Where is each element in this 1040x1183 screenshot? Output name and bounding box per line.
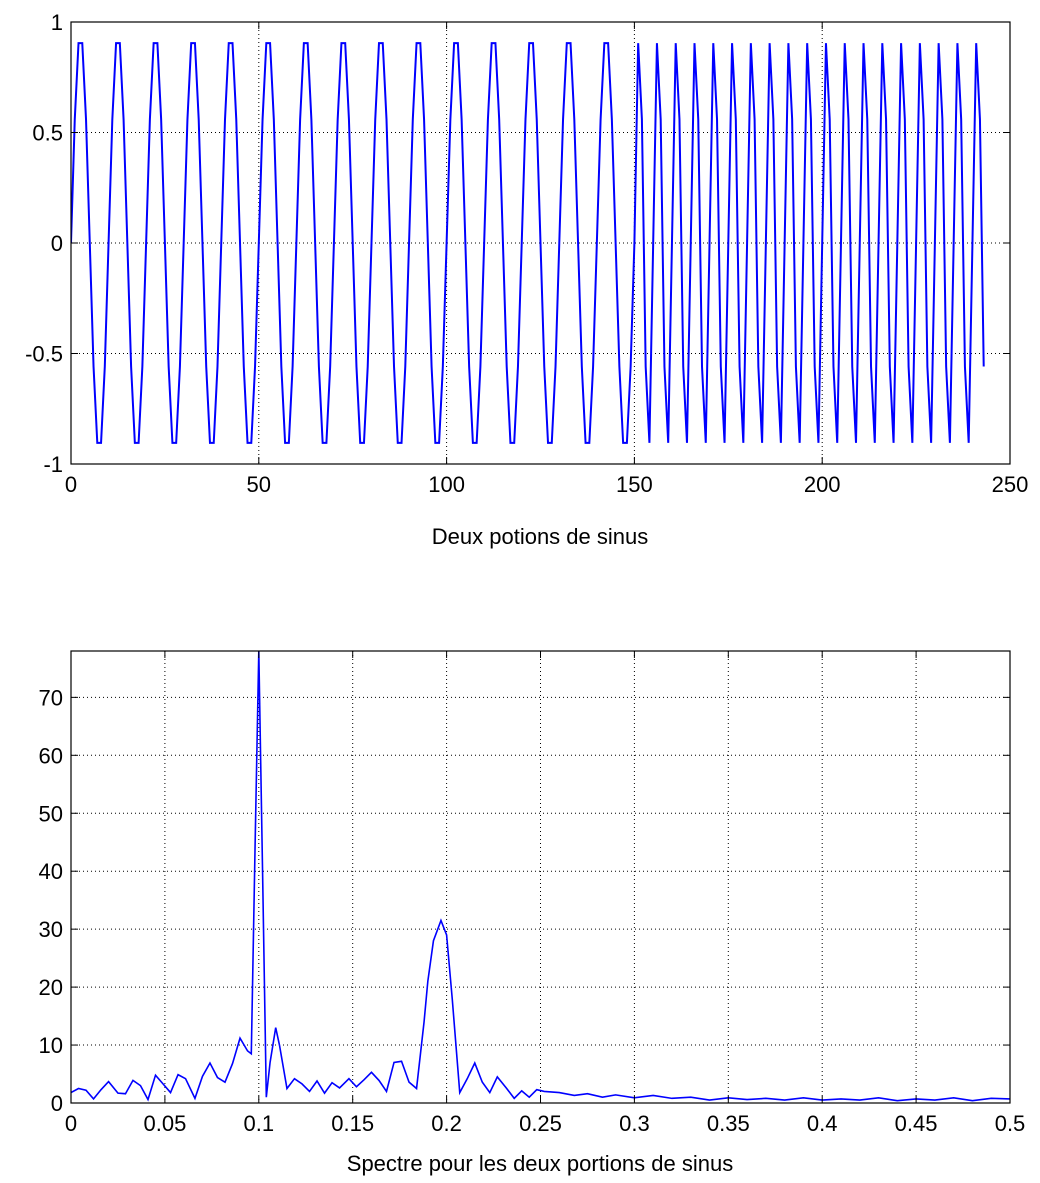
spectrum-xtick-label: 0.5 [995,1111,1026,1136]
spectrum-xlabel: Spectre pour les deux portions de sinus [347,1151,733,1176]
spectrum-ytick-label: 60 [39,743,63,768]
spectrum-xtick-label: 0.15 [331,1111,374,1136]
time-xtick-label: 250 [992,472,1029,497]
spectrum-xtick-label: 0.3 [619,1111,650,1136]
sine-signal-line [71,42,985,444]
time-xtick-label: 50 [247,472,271,497]
time-ytick-label: 0 [51,231,63,256]
time-xtick-label: 100 [428,472,465,497]
spectrum-ytick-label: 30 [39,917,63,942]
spectrum-xtick-label: 0.25 [519,1111,562,1136]
time-xtick-label: 200 [804,472,841,497]
spectrum-ytick-label: 40 [39,859,63,884]
time-ytick-label: 1 [51,10,63,35]
spectrum-xtick-label: 0.1 [244,1111,275,1136]
time-xtick-label: 0 [65,472,77,497]
spectrum-xtick-label: 0.2 [431,1111,462,1136]
spectrum-xtick-label: 0 [65,1111,77,1136]
spectrum-xtick-label: 0.35 [707,1111,750,1136]
time-xtick-label: 150 [616,472,653,497]
spectrum-xtick-label: 0.4 [807,1111,838,1136]
spectrum-xtick-label: 0.05 [143,1111,186,1136]
time-signal-chart: 0 50 100 150 200 250 -1 -0.5 0 0.5 1 Deux potions … [25,10,1028,549]
time-ytick-label: -1 [43,452,63,477]
spectrum-line [71,651,1010,1102]
spectrum-grid [71,651,1010,1103]
spectrum-ticks: 0 0.05 0.1 0.15 0.2 0.25 0.3 0.35 0.4 0.45 0.5 0 10 2… [39,651,1026,1136]
time-xlabel: Deux potions de sinus [432,524,648,549]
spectrum-ytick-label: 20 [39,975,63,1000]
spectrum-ytick-label: 10 [39,1033,63,1058]
spectrum-ytick-label: 50 [39,801,63,826]
time-ytick-label: -0.5 [25,342,63,367]
time-ticks: 0 50 100 150 200 250 -1 -0.5 0 0.5 1 [25,10,1028,497]
spectrum-ytick-label: 0 [51,1091,63,1116]
spectrum-chart: 0 0.05 0.1 0.15 0.2 0.25 0.3 0.35 0.4 0.45 0.5 0 10 2… [39,650,1026,1176]
time-ytick-label: 0.5 [32,121,63,146]
spectrum-xtick-label: 0.45 [895,1111,938,1136]
spectrum-ytick-label: 70 [39,685,63,710]
